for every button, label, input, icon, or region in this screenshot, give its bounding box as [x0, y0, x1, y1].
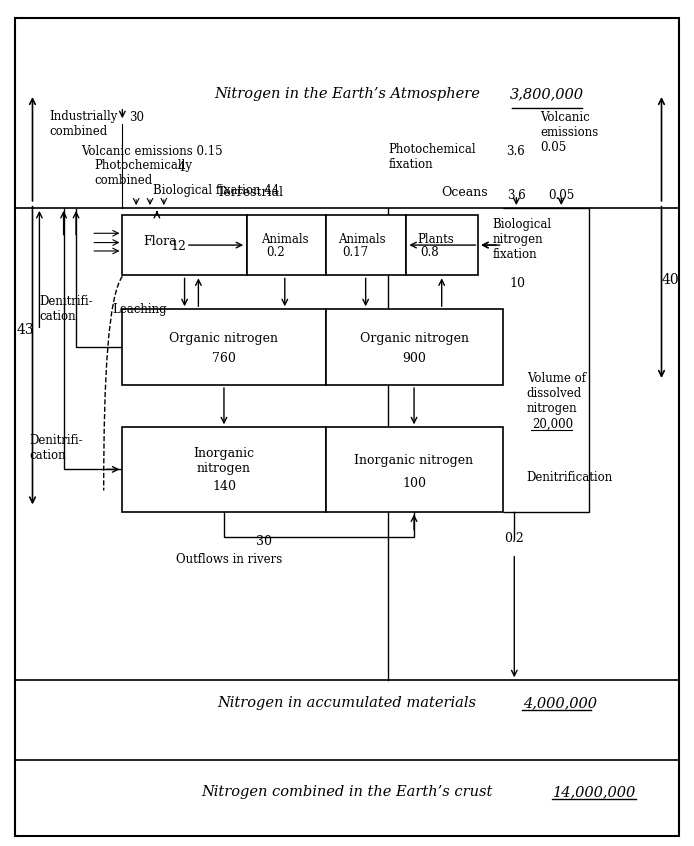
Text: Volcanic emissions 0.15: Volcanic emissions 0.15 — [81, 145, 223, 158]
Text: Animals: Animals — [338, 233, 386, 245]
Text: 14,000,000: 14,000,000 — [553, 785, 636, 799]
Text: Industrially
combined: Industrially combined — [50, 110, 118, 138]
Text: 43: 43 — [17, 323, 35, 338]
Text: 100: 100 — [402, 477, 426, 490]
Text: Denitrifi-
cation: Denitrifi- cation — [40, 295, 93, 323]
Text: Volume of
dissolved
nitrogen: Volume of dissolved nitrogen — [527, 372, 586, 415]
FancyBboxPatch shape — [326, 309, 502, 385]
Text: Organic nitrogen: Organic nitrogen — [169, 332, 278, 345]
Text: Flora: Flora — [143, 235, 177, 248]
Text: Photochemically
combined: Photochemically combined — [94, 158, 193, 187]
Text: Nitrogen in accumulated materials: Nitrogen in accumulated materials — [217, 696, 477, 710]
Text: 3.6: 3.6 — [507, 189, 526, 202]
FancyBboxPatch shape — [326, 427, 502, 512]
Text: 30: 30 — [256, 535, 272, 547]
Text: 900: 900 — [402, 352, 426, 365]
Text: Outflows in rivers: Outflows in rivers — [176, 553, 282, 566]
FancyBboxPatch shape — [247, 215, 326, 276]
Text: Photochemical
fixation: Photochemical fixation — [389, 142, 476, 171]
Text: Plants: Plants — [418, 233, 455, 245]
FancyBboxPatch shape — [406, 215, 478, 276]
Text: 0.05: 0.05 — [548, 189, 575, 202]
Text: 760: 760 — [212, 352, 236, 365]
FancyBboxPatch shape — [122, 309, 326, 385]
Text: Inorganic nitrogen: Inorganic nitrogen — [355, 454, 473, 468]
Text: 4,000,000: 4,000,000 — [523, 696, 597, 710]
Text: 30: 30 — [129, 112, 144, 124]
Text: Inorganic
nitrogen: Inorganic nitrogen — [194, 447, 255, 475]
Text: 140: 140 — [212, 480, 236, 492]
Text: Organic nitrogen: Organic nitrogen — [359, 332, 468, 345]
Text: 40: 40 — [661, 272, 679, 287]
Text: Nitrogen in the Earth’s Atmosphere: Nitrogen in the Earth’s Atmosphere — [214, 87, 480, 102]
Text: 0.2: 0.2 — [505, 532, 524, 545]
Text: Animals: Animals — [261, 233, 308, 245]
Text: 0.17: 0.17 — [342, 246, 369, 259]
Text: 3.6: 3.6 — [506, 145, 525, 158]
Text: 20,000: 20,000 — [532, 418, 573, 431]
Text: 0.2: 0.2 — [266, 246, 285, 259]
FancyBboxPatch shape — [122, 427, 326, 512]
Text: Biological fixation 44: Biological fixation 44 — [153, 184, 280, 197]
Text: Denitrification: Denitrification — [527, 471, 613, 484]
Text: Oceans: Oceans — [441, 186, 488, 200]
Text: Nitrogen combined in the Earth’s crust: Nitrogen combined in the Earth’s crust — [201, 785, 493, 799]
Text: Leaching: Leaching — [112, 303, 167, 316]
Text: 10: 10 — [509, 277, 525, 290]
Text: Terrestrial: Terrestrial — [217, 186, 284, 200]
Text: 0.8: 0.8 — [421, 246, 439, 259]
FancyBboxPatch shape — [326, 215, 406, 276]
Text: Denitrifi-
cation: Denitrifi- cation — [29, 434, 83, 462]
Text: 12: 12 — [171, 240, 187, 253]
Text: Biological
nitrogen
fixation: Biological nitrogen fixation — [492, 217, 551, 261]
Text: 3,800,000: 3,800,000 — [509, 87, 584, 102]
Text: Volcanic
emissions
0.05: Volcanic emissions 0.05 — [541, 111, 599, 154]
FancyBboxPatch shape — [122, 215, 247, 276]
Text: 4: 4 — [178, 161, 185, 174]
